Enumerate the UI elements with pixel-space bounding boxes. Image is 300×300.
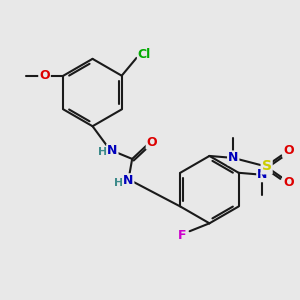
- Text: H: H: [98, 147, 107, 157]
- Text: F: F: [178, 229, 186, 242]
- Text: N: N: [228, 152, 238, 164]
- Text: O: O: [147, 136, 157, 148]
- Text: N: N: [107, 145, 118, 158]
- Text: N: N: [257, 168, 268, 181]
- Text: N: N: [123, 174, 134, 187]
- Text: O: O: [283, 144, 294, 157]
- Text: S: S: [262, 159, 272, 173]
- Text: Cl: Cl: [138, 48, 151, 62]
- Text: O: O: [283, 176, 294, 189]
- Text: O: O: [39, 69, 50, 82]
- Text: H: H: [114, 178, 123, 188]
